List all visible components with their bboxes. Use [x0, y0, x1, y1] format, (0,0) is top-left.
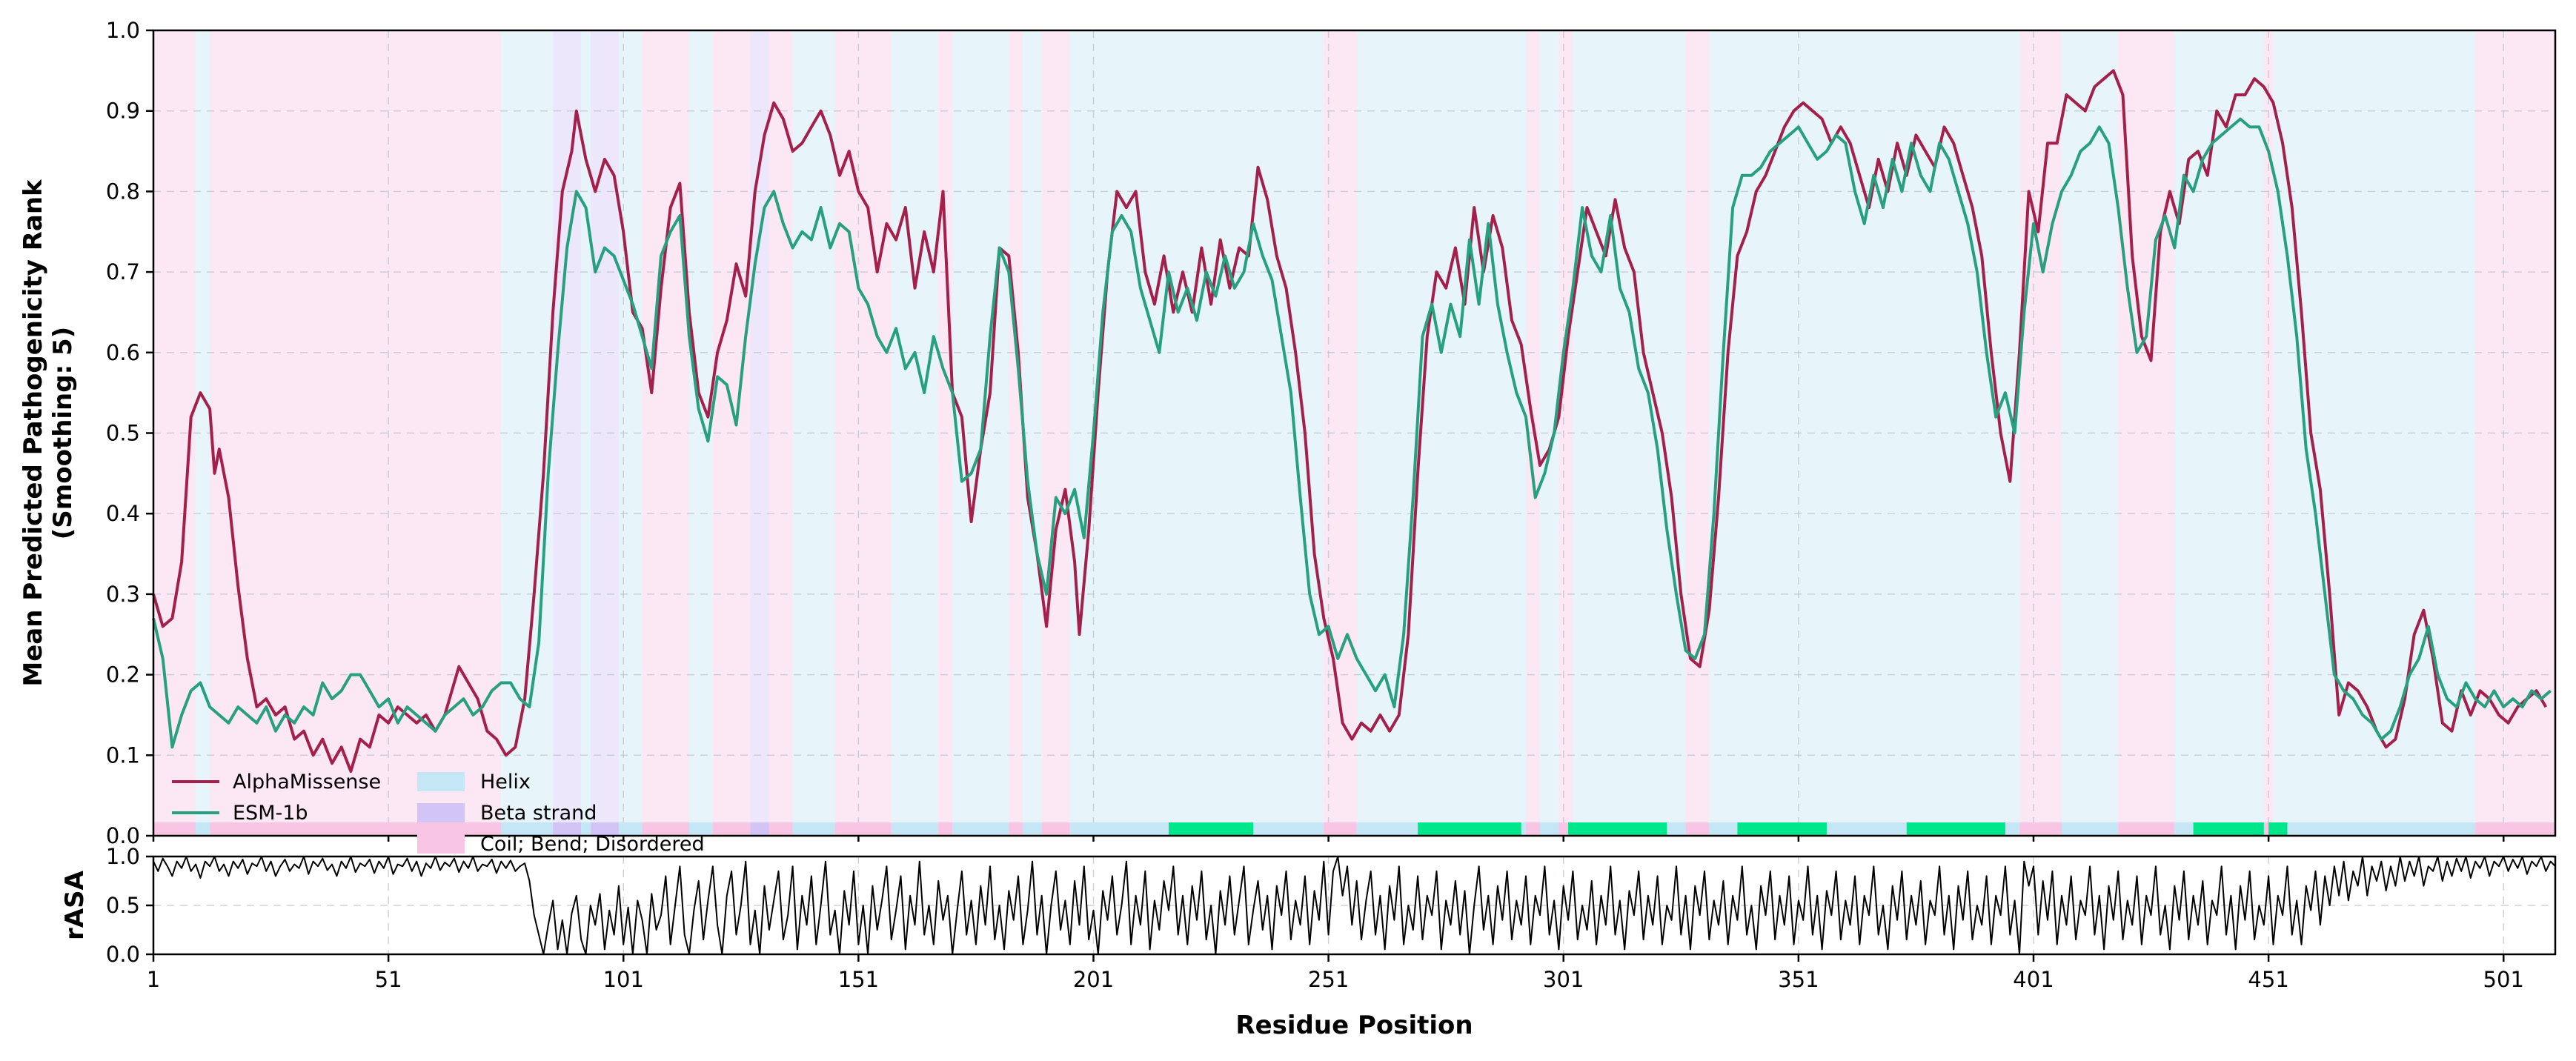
main-y-tick-label: 0.2 — [106, 662, 140, 688]
x-tick-label: 201 — [1073, 967, 1114, 992]
strip-helix — [952, 822, 1009, 836]
strip-helix — [581, 822, 591, 836]
strip-helix — [689, 822, 713, 836]
band-coil-bend-disordered — [1009, 30, 1023, 836]
legend-label-beta-strand: Beta strand — [480, 802, 597, 825]
strip-coil-bend-disordered — [1685, 822, 1710, 836]
main-plot-series — [152, 69, 2552, 773]
x-tick-label: 1 — [147, 967, 160, 992]
strip-coil-bend-disordered — [1009, 822, 1023, 836]
main-y-axis-label: Mean Predicted Pathogenicity Rank — [19, 179, 48, 687]
strip-helix — [2273, 822, 2476, 836]
strip-coil-bend-disordered — [2475, 822, 2555, 836]
strip-helix — [792, 822, 835, 836]
strip-coil-bend-disordered — [712, 822, 751, 836]
strip-beta-strand — [750, 822, 769, 836]
strip-coil-bend-disordered — [769, 822, 793, 836]
strip-coil-bend-disordered — [153, 822, 196, 836]
strip-coil-bend-disordered — [1324, 822, 1357, 836]
strip-coil-bend-disordered — [1041, 822, 1070, 836]
x-tick-label: 301 — [1543, 967, 1584, 992]
main-y-tick-label: 0.6 — [106, 340, 140, 365]
rasa-series-line — [153, 856, 2556, 955]
legend-swatch-beta-strand — [417, 803, 465, 822]
strip-coil-bend-disordered — [2118, 822, 2175, 836]
legend-label-esm-1b: ESM-1b — [233, 802, 308, 825]
strip-helix — [501, 822, 554, 836]
strip-helix — [618, 822, 643, 836]
rasa-y-tick-label: 0.0 — [106, 942, 140, 967]
x-tick-label: 451 — [2248, 967, 2288, 992]
highlight-segment — [1737, 822, 1827, 836]
strip-helix — [2062, 822, 2119, 836]
strip-coil-bend-disordered — [1526, 822, 1541, 836]
rasa-y-axis-label: rASA — [60, 870, 90, 940]
legend-label-alphamissense: AlphaMissense — [233, 771, 381, 794]
strip-beta-strand — [553, 822, 582, 836]
main-plot-y-ticks: 0.0 0.1 0.2 0.3 0.4 0.5 0.6 0.7 0.8 0.9 1.0 — [106, 18, 2505, 848]
x-tick-label: 101 — [603, 967, 644, 992]
strip-coil-bend-disordered — [938, 822, 953, 836]
band-helix — [196, 30, 210, 836]
x-tick-label: 51 — [375, 967, 402, 992]
main-y-tick-label: 0.4 — [106, 501, 140, 526]
highlight-segment — [1906, 822, 2005, 836]
x-tick-label: 401 — [2013, 967, 2054, 992]
highlight-segments — [1168, 822, 2288, 836]
rasa-plot-series — [153, 856, 2556, 955]
main-y-tick-label: 1.0 — [106, 18, 140, 43]
x-tick-label: 251 — [1308, 967, 1349, 992]
main-y-tick-label: 0.3 — [106, 582, 140, 607]
x-tick-label: 151 — [838, 967, 879, 992]
strip-coil-bend-disordered — [2019, 822, 2062, 836]
band-helix — [1573, 30, 1686, 836]
rasa-y-tick-label: 1.0 — [106, 844, 140, 869]
legend-swatch-coil-bend-disordered — [417, 834, 465, 854]
highlight-segment — [2193, 822, 2264, 836]
strip-beta-strand — [590, 822, 619, 836]
highlight-segment — [2268, 822, 2288, 836]
rasa-plot-y-ticks: 0.0 0.5 1.0 — [106, 844, 153, 967]
x-axis-label: Residue Position — [1235, 1011, 1473, 1040]
strip-helix — [891, 822, 939, 836]
strip-coil-bend-disordered — [642, 822, 690, 836]
strip-helix — [1023, 822, 1042, 836]
legend-swatch-helix — [417, 772, 465, 791]
band-coil-bend-disordered — [1558, 30, 1573, 836]
main-y-tick-label: 0.0 — [106, 823, 140, 848]
x-tick-label: 501 — [2483, 967, 2524, 992]
highlight-segment — [1568, 822, 1667, 836]
main-y-tick-label: 0.7 — [106, 259, 140, 285]
strip-coil-bend-disordered — [834, 822, 892, 836]
legend: AlphaMissense ESM-1b Helix Beta strand Coil;… — [172, 771, 705, 856]
legend-label-helix: Helix — [480, 771, 531, 794]
strip-helix — [1540, 822, 1559, 836]
main-y-tick-label: 0.8 — [106, 179, 140, 204]
series-line-esm-1b — [152, 117, 2552, 749]
x-tick-label: 351 — [1778, 967, 1819, 992]
rasa-plot-x-ticks: 1 51 101 151 201 251 301 351 401 451 501 — [147, 954, 2524, 992]
main-y-tick-label: 0.9 — [106, 99, 140, 124]
highlight-segment — [1418, 822, 1521, 836]
strip-coil-bend-disordered — [210, 822, 502, 836]
strip-helix — [196, 822, 210, 836]
rasa-y-tick-label: 0.5 — [106, 893, 140, 918]
main-y-tick-label: 0.5 — [106, 421, 140, 446]
main-y-axis-label-note: (Smoothing: 5) — [48, 327, 78, 539]
main-y-tick-label: 0.1 — [106, 742, 140, 768]
highlight-segment — [1168, 822, 1254, 836]
legend-label-coil-bend-disordered: Coil; Bend; Disordered — [480, 833, 705, 856]
